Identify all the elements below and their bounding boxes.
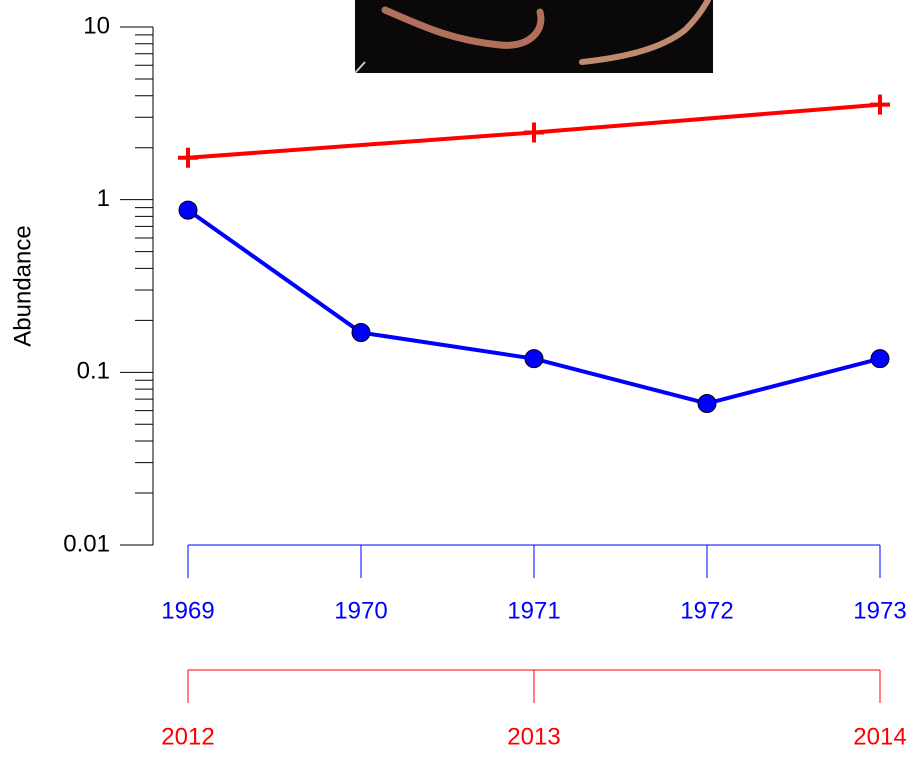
x-tick-label: 1973 <box>853 597 906 624</box>
point <box>178 147 198 168</box>
y-tick-label: 1 <box>97 185 110 212</box>
y-tick-label: 0.1 <box>77 358 110 385</box>
point <box>870 94 890 115</box>
photo <box>354 0 713 74</box>
point <box>524 349 544 369</box>
point <box>870 349 890 369</box>
point <box>178 200 198 220</box>
series-line <box>186 208 881 406</box>
x-tick-label: 1972 <box>680 597 733 624</box>
x2-tick-label: 2014 <box>853 723 906 750</box>
x-tick-label: 1970 <box>334 597 387 624</box>
point <box>697 393 717 413</box>
x-tick-label: 1969 <box>161 597 214 624</box>
y-axis-label: Abundance <box>9 225 36 346</box>
point <box>351 323 371 343</box>
x2-tick-label: 2013 <box>507 723 560 750</box>
point <box>524 122 544 143</box>
y-tick-label: 10 <box>83 12 110 39</box>
x-tick-label: 1971 <box>507 597 560 624</box>
x2-tick-label: 2012 <box>161 723 214 750</box>
y-tick-label: 0.01 <box>63 530 110 557</box>
